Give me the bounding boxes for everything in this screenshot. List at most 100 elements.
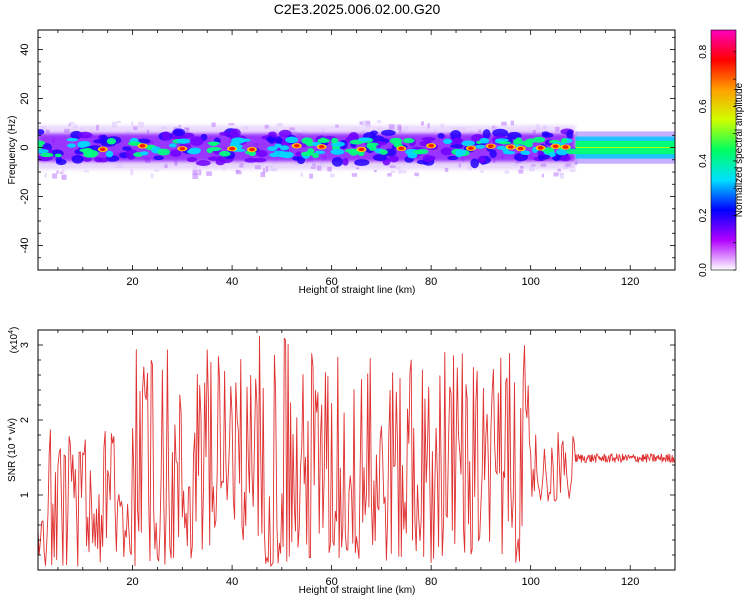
band-speckle <box>559 172 565 179</box>
band-speckle <box>44 172 47 178</box>
band-hotspot <box>318 144 325 149</box>
band-hotspot <box>248 147 255 152</box>
band-speckle <box>400 170 407 174</box>
band-blob <box>450 144 464 149</box>
band-core-blob <box>402 137 415 144</box>
band-speckle <box>562 163 568 170</box>
band-speckle <box>264 124 269 129</box>
band-speckle <box>553 172 559 177</box>
band-speckle <box>211 122 216 127</box>
spectrogram-x-tick-label: 100 <box>522 276 540 288</box>
band-speckle <box>69 121 75 125</box>
spectrogram-x-tick-label: 80 <box>425 276 437 288</box>
band-speckle <box>235 169 240 173</box>
band-speckle <box>244 126 249 130</box>
band-blob <box>421 136 436 142</box>
band-speckle <box>73 124 78 129</box>
band-speckle <box>62 169 65 174</box>
band-speckle <box>96 125 99 131</box>
snr-y-multiplier: (x104) <box>8 327 20 354</box>
band-speckle <box>83 170 89 173</box>
band-speckle <box>335 124 339 128</box>
band-speckle <box>273 159 277 165</box>
band-speckle <box>117 162 124 168</box>
band-speckle <box>302 130 308 136</box>
band-speckle <box>262 168 266 174</box>
band-speckle <box>173 127 179 130</box>
band-core-blob <box>560 138 568 144</box>
band-core-blob <box>520 150 531 156</box>
snr-y-tick-label: 3 <box>19 342 31 348</box>
band-speckle <box>377 120 382 124</box>
band-hotspot <box>358 147 365 152</box>
band-core-blob <box>273 150 286 154</box>
band-speckle <box>45 129 50 134</box>
band-speckle <box>178 125 182 128</box>
snr-y-tick-label: 2 <box>19 417 31 423</box>
spectrogram-panel: 20 40 60 80 100 120 -40 -20 0 20 40 Height of str… <box>7 29 676 296</box>
band-blob <box>229 128 241 137</box>
band-core-blob <box>496 145 507 150</box>
band-speckle <box>265 166 269 172</box>
band-speckle <box>440 123 444 128</box>
band-speckle <box>192 165 198 172</box>
spectrogram-x-ticks: 20 40 60 80 100 120 <box>57 30 656 288</box>
band-blob <box>244 157 258 163</box>
band-blob <box>153 155 164 161</box>
band-speckle <box>130 169 134 176</box>
band-blob <box>189 136 204 146</box>
band-speckle <box>309 173 314 179</box>
band-hotspot <box>428 143 435 148</box>
band-blob <box>256 150 268 158</box>
band-core-blob <box>85 150 99 157</box>
band-speckle <box>510 120 514 126</box>
band-speckle <box>146 129 150 134</box>
band-speckle <box>193 161 198 166</box>
band-core-blob <box>498 141 512 145</box>
band-blob <box>354 159 370 167</box>
snr-x-tick-label: 20 <box>126 576 138 588</box>
band-speckle <box>395 167 401 170</box>
band-speckle <box>192 170 198 175</box>
band-speckle <box>557 168 561 172</box>
band-core-blob <box>285 136 299 144</box>
band-blob <box>122 146 132 151</box>
band-speckle <box>272 168 278 172</box>
snr-panel: 20 40 60 80 100 120 1 2 3 Height of straight li… <box>7 327 676 596</box>
snr-y-tick-label: 1 <box>19 492 31 498</box>
band-speckle <box>64 128 70 133</box>
band-core-blob <box>366 142 374 149</box>
band-speckle <box>405 125 409 131</box>
band-speckle <box>462 127 467 131</box>
band-speckle <box>570 163 575 168</box>
band-hotspot <box>537 146 544 150</box>
band-speckle <box>56 170 59 174</box>
band-speckle <box>504 170 510 174</box>
band-speckle <box>501 121 507 126</box>
band-speckle <box>116 120 122 123</box>
band-hotspot <box>179 146 186 151</box>
band-hotspot <box>487 144 494 148</box>
band-speckle <box>390 170 396 174</box>
band-speckle <box>161 126 167 130</box>
band-core-blob <box>54 153 62 158</box>
band-speckle <box>52 173 58 179</box>
band-speckle <box>365 123 371 127</box>
snr-x-tick-label: 60 <box>325 576 337 588</box>
spectral-band <box>38 120 675 180</box>
band-speckle <box>269 165 274 171</box>
band-speckle <box>131 121 134 127</box>
band-speckle <box>329 173 335 178</box>
band-blob <box>342 157 349 166</box>
band-hotspot <box>507 145 514 149</box>
band-speckle <box>150 173 154 179</box>
band-blob <box>429 155 436 161</box>
band-blob <box>172 128 186 137</box>
band-core-blob <box>79 140 91 148</box>
band-hotspot <box>99 147 106 152</box>
band-hotspot <box>139 144 146 148</box>
band-speckle <box>319 160 324 165</box>
band-speckle <box>558 172 564 176</box>
band-speckle <box>444 167 449 172</box>
band-blob <box>77 131 93 139</box>
